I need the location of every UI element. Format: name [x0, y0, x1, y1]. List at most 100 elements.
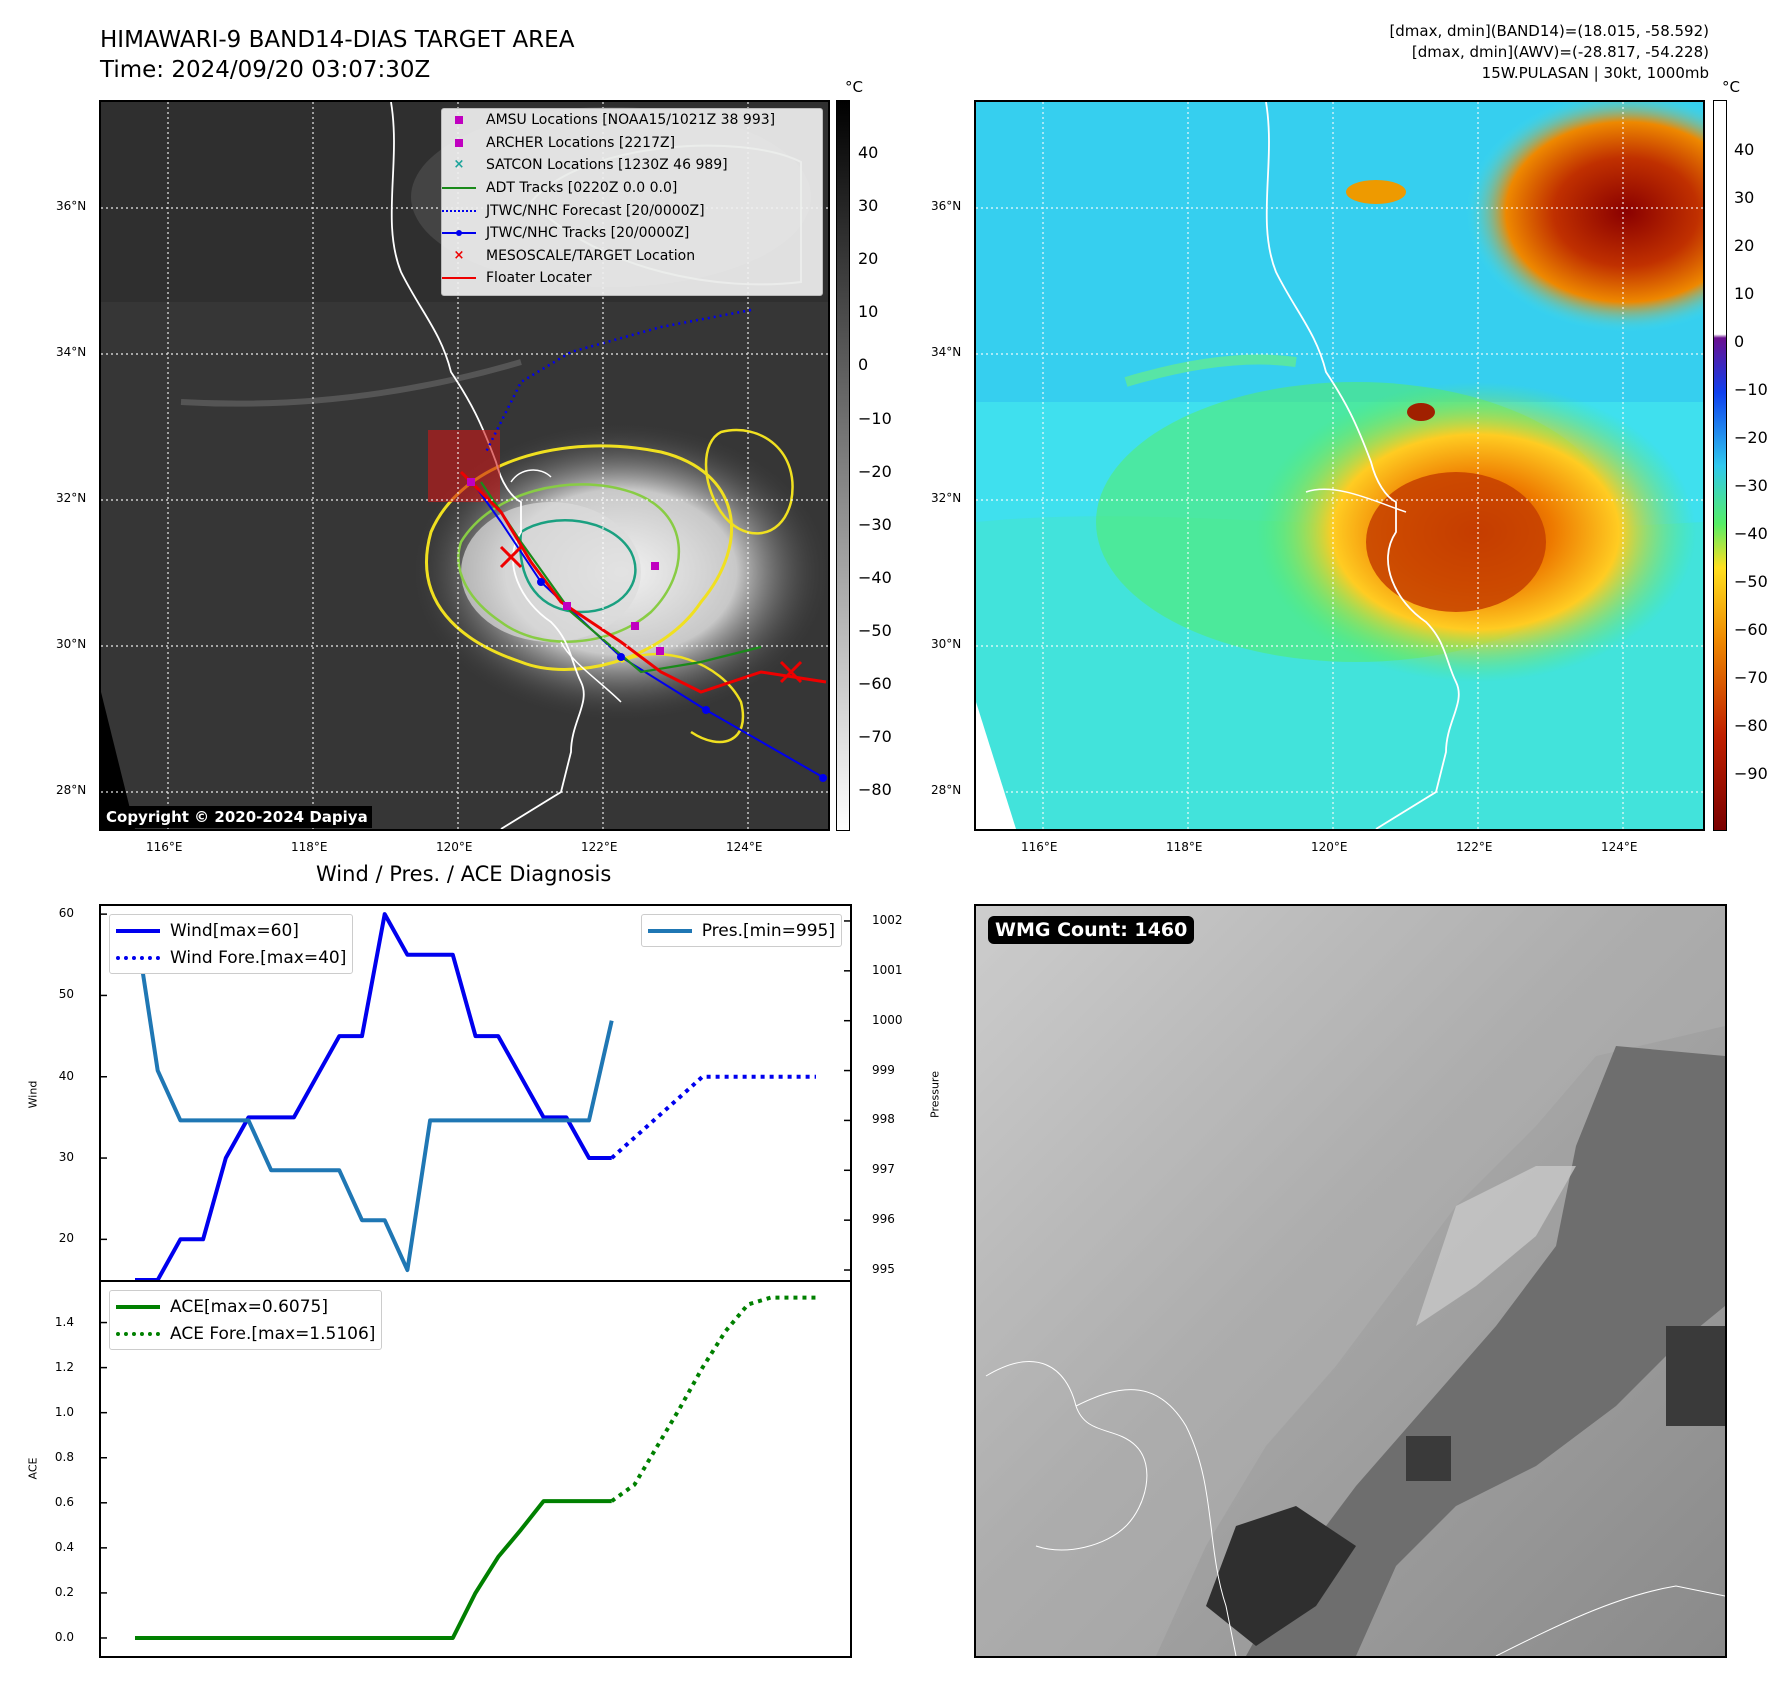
- ace-axis-tick: 1.0: [54, 1404, 74, 1419]
- wind-axis-tick: 50: [58, 987, 74, 1002]
- wmg-count-badge: WMG Count: 1460: [988, 916, 1195, 944]
- legend-x-icon: ×: [453, 247, 465, 263]
- ir-colorbar: [836, 100, 850, 831]
- ir-colorbar-tick: −10: [858, 408, 892, 428]
- legend-dotted-line-icon: [116, 955, 160, 960]
- lat-label: 30°N: [56, 637, 87, 651]
- ir-colorbar-tick: 40: [858, 143, 879, 162]
- ace-axis-tick: 1.4: [54, 1314, 74, 1329]
- legend-x-icon: ×: [453, 157, 465, 173]
- cbar2-unit: °C: [1722, 78, 1740, 96]
- lon-label: 118°E: [291, 840, 328, 854]
- wind-axis-tick: 20: [58, 1231, 74, 1246]
- legend-row-ace: ACE[max=0.6075]: [116, 1293, 375, 1320]
- wind-legend: Wind[max=60] Wind Fore.[max=40]: [109, 914, 354, 974]
- lat-label: 28°N: [931, 783, 962, 797]
- lon-label: 116°E: [146, 840, 183, 854]
- awv-colorbar-tick: −40: [1734, 524, 1768, 543]
- wind-pressure-panel: Wind[max=60] Wind Fore.[max=40] Pres.[mi…: [99, 904, 852, 1282]
- ir-colorbar-tick: −40: [858, 567, 892, 587]
- lat-label: 32°N: [931, 491, 962, 505]
- legend-label: JTWC/NHC Forecast [20/0000Z]: [486, 202, 705, 219]
- pressure-axis-label: Pressure: [928, 1071, 942, 1118]
- lon-label: 116°E: [1021, 840, 1058, 854]
- pressure-axis-tick: 996: [872, 1212, 895, 1227]
- wmg-image: [976, 906, 1725, 1656]
- ace-max-0-6075-line: [135, 1499, 612, 1640]
- legend-label: Wind Fore.[max=40]: [170, 947, 347, 968]
- legend-label: ARCHER Locations [2217Z]: [486, 134, 676, 151]
- lat-label: 32°N: [56, 491, 87, 505]
- lat-label: 28°N: [56, 783, 87, 797]
- wind-fore-max-40-line: [610, 1074, 816, 1160]
- legend-line-icon: [442, 271, 476, 285]
- legend-dotted-line-icon: [442, 204, 476, 218]
- map-legend: AMSU Locations [NOAA15/1021Z 38 993] ARC…: [441, 108, 823, 296]
- wmg-panel: WMG Count: 1460: [974, 904, 1727, 1658]
- awv-colorbar: [1713, 100, 1727, 831]
- lat-label: 30°N: [931, 637, 962, 651]
- ir-colorbar-tick: −30: [858, 514, 892, 534]
- pres-min-995-line: [133, 920, 614, 1272]
- dmax-awv-readout: [dmax, dmin](AWV)=(-28.817, -54.228): [1411, 43, 1709, 61]
- legend-row-forecast: JTWC/NHC Forecast [20/0000Z]: [442, 199, 822, 222]
- ir-colorbar-tick: −80: [858, 780, 892, 800]
- awv-colorbar-tick: 30: [1734, 188, 1755, 207]
- ir-colorbar-tick: −60: [858, 674, 892, 693]
- legend-label: Pres.[min=995]: [701, 920, 835, 941]
- legend-row-amsu: AMSU Locations [NOAA15/1021Z 38 993]: [442, 109, 822, 132]
- lat-label: 34°N: [56, 345, 87, 359]
- ace-axis-label: ACE: [26, 1457, 40, 1480]
- lon-label: 122°E: [1456, 840, 1493, 854]
- dmax-band14-readout: [dmax, dmin](BAND14)=(18.015, -58.592): [1389, 22, 1709, 40]
- pressure-axis-tick: 1002: [872, 912, 903, 927]
- pressure-axis-tick: 1001: [872, 962, 903, 977]
- lon-label: 120°E: [1311, 840, 1348, 854]
- cbar1-unit: °C: [845, 78, 863, 96]
- legend-row-adt: ADT Tracks [0220Z 0.0 0.0]: [442, 177, 822, 200]
- awv-colorbar-tick: 0: [1734, 332, 1745, 351]
- legend-line-dot-icon: [442, 226, 476, 240]
- legend-row-archer: ARCHER Locations [2217Z]: [442, 132, 822, 155]
- wind-pressure-plot: [101, 912, 850, 1280]
- ace-axis-tick: 0.2: [54, 1584, 74, 1599]
- legend-line-icon: [116, 1304, 160, 1309]
- awv-colorbar-tick: 20: [1734, 236, 1755, 255]
- awv-colorbar-tick: −50: [1734, 572, 1768, 591]
- awv-colorbar-tick: 40: [1734, 140, 1755, 159]
- awv-colorbar-tick: −20: [1734, 428, 1768, 447]
- ir-colorbar-tick: 0: [858, 355, 869, 375]
- awv-colorbar-tick: −90: [1734, 764, 1768, 783]
- legend-line-icon: [116, 928, 160, 933]
- ace-plot: [101, 1295, 816, 1640]
- ir-colorbar-tick: −20: [858, 461, 892, 481]
- awv-colorbar-tick: −10: [1734, 380, 1768, 399]
- lon-label: 120°E: [436, 840, 473, 854]
- legend-label: AMSU Locations [NOAA15/1021Z 38 993]: [486, 112, 776, 129]
- ace-axis-tick: 0.0: [54, 1629, 74, 1644]
- lon-label: 122°E: [581, 840, 618, 854]
- wind-max-60-line: [135, 912, 612, 1280]
- legend-line-icon: [442, 181, 476, 195]
- ace-panel: ACE[max=0.6075] ACE Fore.[max=1.5106]: [99, 1280, 852, 1658]
- pressure-axis-tick: 999: [872, 1062, 895, 1077]
- wind-axis-tick: 30: [58, 1150, 74, 1165]
- ace-axis-tick: 0.6: [54, 1494, 74, 1509]
- pressure-axis-tick: 997: [872, 1162, 895, 1177]
- copyright-label: Copyright © 2020-2024 Dapiya: [102, 806, 372, 828]
- lat-label: 34°N: [931, 345, 962, 359]
- storm-info-readout: 15W.PULASAN | 30kt, 1000mb: [1481, 64, 1709, 82]
- awv-colorbar-tick: −80: [1734, 716, 1768, 735]
- ace-legend: ACE[max=0.6075] ACE Fore.[max=1.5106]: [109, 1290, 383, 1350]
- lat-label: 36°N: [931, 199, 962, 213]
- ace-axis-tick: 0.8: [54, 1449, 74, 1464]
- lat-label: 36°N: [56, 199, 87, 213]
- legend-row-ace-fore: ACE Fore.[max=1.5106]: [116, 1320, 375, 1347]
- ir-colorbar-tick: 30: [858, 196, 879, 216]
- legend-label: SATCON Locations [1230Z 46 989]: [486, 157, 728, 174]
- wind-axis-label: Wind: [26, 1080, 40, 1109]
- legend-label: ACE Fore.[max=1.5106]: [170, 1323, 376, 1344]
- figure-time: Time: 2024/09/20 03:07:30Z: [100, 57, 431, 83]
- legend-label: Wind[max=60]: [170, 920, 299, 941]
- ir-colorbar-tick: −70: [858, 727, 892, 747]
